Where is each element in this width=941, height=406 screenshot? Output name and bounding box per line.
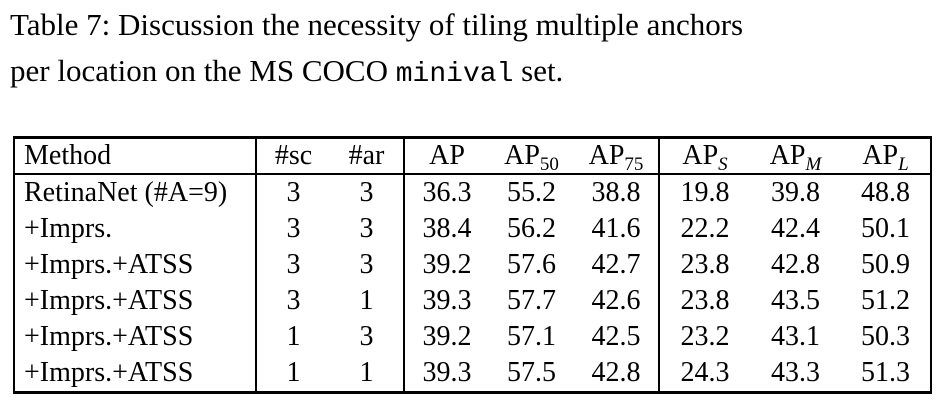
cell-ap: 38.4 <box>403 211 489 247</box>
col-header-method: Method <box>14 137 256 175</box>
col-header-apl: APL <box>841 137 931 175</box>
col-header-ap50: AP50 <box>489 137 574 175</box>
cell-method: +Imprs.+ATSS <box>24 285 194 316</box>
cell-ar: 1 <box>359 357 374 388</box>
table-row: +Imprs.+ATSS 3 1 39.3 57.7 42.6 23.8 43.… <box>14 283 931 319</box>
cell-aps: 24.3 <box>658 355 750 393</box>
cell-sc: 1 <box>255 319 330 355</box>
cell-method: +Imprs. <box>24 213 113 244</box>
caption-line1: Table 7: Discussion the necessity of til… <box>10 7 744 42</box>
col-header-ap: AP <box>403 137 489 175</box>
cell-apl: 51.3 <box>861 357 910 388</box>
cell-apl: 48.8 <box>861 177 910 208</box>
cell-apl: 50.1 <box>861 213 910 244</box>
cell-apl: 51.2 <box>861 285 910 316</box>
caption-line2-prefix: per location on the MS COCO <box>10 53 396 88</box>
caption-code-minival: minival <box>395 59 514 90</box>
cell-ap75: 42.7 <box>591 249 641 280</box>
cell-ap75: 42.5 <box>591 321 641 352</box>
cell-sc: 3 <box>255 211 330 247</box>
cell-ap: 39.2 <box>403 319 489 355</box>
cell-ar: 3 <box>359 249 374 280</box>
cell-apl: 50.9 <box>861 249 910 280</box>
cell-ap: 36.3 <box>403 174 489 211</box>
cell-ap75: 38.8 <box>591 177 641 208</box>
col-header-ar: #ar <box>330 137 404 175</box>
table-row: +Imprs.+ATSS 1 1 39.3 57.5 42.8 24.3 43.… <box>14 355 931 393</box>
results-table: Method #sc #ar AP AP50 AP75 APS APM APL … <box>13 136 932 394</box>
table-row: +Imprs.+ATSS 1 3 39.2 57.1 42.5 23.2 43.… <box>14 319 931 355</box>
cell-apm: 43.3 <box>771 357 820 388</box>
cell-ap: 39.2 <box>403 247 489 283</box>
cell-apm: 42.8 <box>771 249 820 280</box>
table-caption: Table 7: Discussion the necessity of til… <box>10 2 935 98</box>
cell-ap75: 42.8 <box>591 357 641 388</box>
col-header-sc: #sc <box>255 137 330 175</box>
cell-aps: 19.8 <box>658 174 750 211</box>
table-row: +Imprs. 3 3 38.4 56.2 41.6 22.2 42.4 50.… <box>14 211 931 247</box>
cell-apm: 39.8 <box>771 177 820 208</box>
cell-sc: 3 <box>255 247 330 283</box>
cell-ar: 1 <box>359 285 374 316</box>
header-row: Method #sc #ar AP AP50 AP75 APS APM APL <box>14 137 931 175</box>
cell-ar: 3 <box>359 177 374 208</box>
cell-ap75: 41.6 <box>591 213 641 244</box>
cell-ap50: 57.5 <box>507 357 556 388</box>
cell-method: +Imprs.+ATSS <box>24 357 194 388</box>
table-row: +Imprs.+ATSS 3 3 39.2 57.6 42.7 23.8 42.… <box>14 247 931 283</box>
table-row: RetinaNet (#A=9) 3 3 36.3 55.2 38.8 19.8… <box>14 174 931 211</box>
cell-ap75: 42.6 <box>591 285 641 316</box>
col-header-ap75: AP75 <box>574 137 659 175</box>
cell-ar: 3 <box>359 213 374 244</box>
cell-aps: 23.8 <box>658 247 750 283</box>
cell-apl: 50.3 <box>861 321 910 352</box>
cell-ap50: 56.2 <box>507 213 556 244</box>
cell-method: +Imprs.+ATSS <box>24 321 194 352</box>
cell-apm: 43.1 <box>771 321 820 352</box>
cell-ap: 39.3 <box>403 355 489 393</box>
cell-aps: 22.2 <box>658 211 750 247</box>
cell-ap50: 57.6 <box>507 249 556 280</box>
cell-ap: 39.3 <box>403 283 489 319</box>
col-header-apm: APM <box>750 137 841 175</box>
cell-sc: 3 <box>255 174 330 211</box>
cell-apm: 43.5 <box>771 285 820 316</box>
cell-ar: 3 <box>359 321 374 352</box>
cell-apm: 42.4 <box>771 213 820 244</box>
cell-aps: 23.2 <box>658 319 750 355</box>
cell-sc: 3 <box>255 283 330 319</box>
col-header-aps: APS <box>658 137 750 175</box>
cell-ap50: 57.7 <box>507 285 556 316</box>
caption-line2-suffix: set. <box>513 53 564 88</box>
cell-method: +Imprs.+ATSS <box>24 249 194 280</box>
cell-ap50: 57.1 <box>507 321 556 352</box>
cell-method: RetinaNet (#A=9) <box>24 177 228 208</box>
cell-ap50: 55.2 <box>507 177 556 208</box>
cell-sc: 1 <box>255 355 330 393</box>
cell-aps: 23.8 <box>658 283 750 319</box>
